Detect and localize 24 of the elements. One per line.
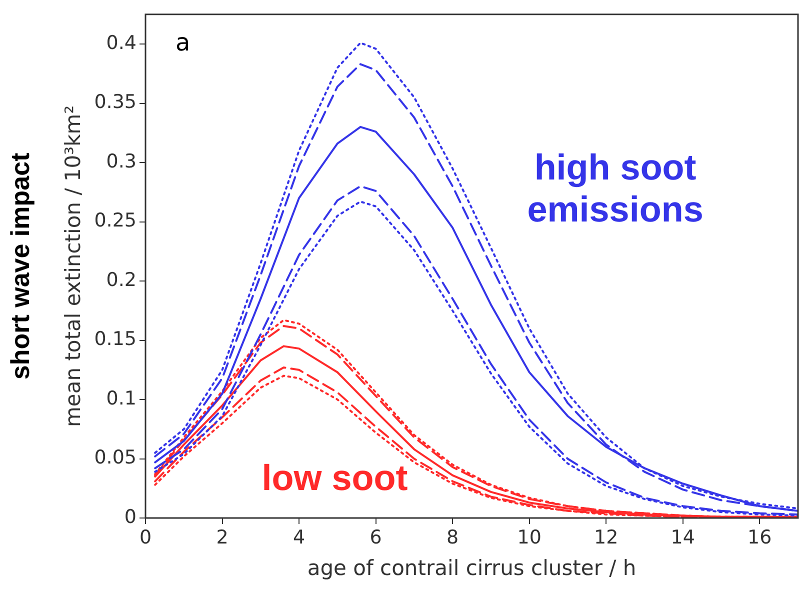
- x-tick-label: 14: [670, 526, 695, 548]
- x-tick-label: 8: [446, 526, 459, 548]
- x-tick-label: 6: [370, 526, 382, 548]
- x-tick-label: 12: [594, 526, 618, 548]
- y-tick-label: 0.35: [94, 91, 137, 114]
- annotation: low soot: [262, 457, 408, 498]
- annotation: a: [176, 28, 190, 57]
- annotation: high soot emissions: [527, 146, 704, 230]
- text: short wave impact: [5, 152, 36, 380]
- y-tick-label: 0.05: [94, 446, 137, 469]
- x-tick-label: 2: [216, 526, 228, 548]
- x-tick-label: 0: [139, 526, 152, 548]
- x-axis-title: age of contrail cirrus cluster / h: [307, 556, 636, 580]
- y-axis-title: mean total extinction / 10³km²: [61, 105, 86, 428]
- x-tick-label: 10: [517, 526, 542, 548]
- y-tick-label: 0.4: [106, 32, 137, 54]
- y-tick-label: 0: [124, 506, 137, 528]
- y-tick-label: 0.3: [106, 150, 137, 172]
- x-tick-label: 4: [292, 526, 306, 548]
- x-tick-label: 16: [748, 526, 772, 548]
- y-tick-label: 0.15: [94, 328, 137, 350]
- y-tick-label: 0.25: [94, 210, 137, 232]
- y-tick-label: 0.2: [106, 268, 137, 291]
- y-tick-label: 0.1: [106, 387, 137, 410]
